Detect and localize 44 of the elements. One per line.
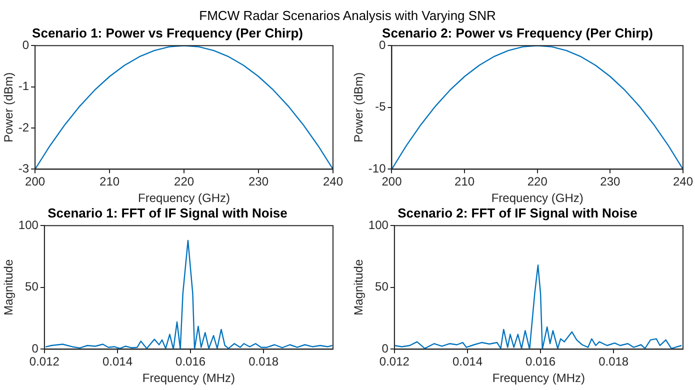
- x-axis-title: Frequency (GHz): [491, 191, 584, 206]
- y-tick-label: 50: [375, 280, 389, 294]
- x-tick-label: 230: [248, 174, 269, 189]
- y-axis-title: Power (dBm): [2, 72, 16, 142]
- x-tick-label: 0.016: [176, 354, 206, 369]
- y-tick-label: -1: [18, 79, 30, 94]
- y-tick-label: -2: [18, 120, 30, 134]
- x-tick-label: 220: [527, 174, 548, 189]
- x-axis-title: Frequency (GHz): [138, 191, 230, 206]
- x-tick-label: 0.014: [452, 354, 483, 369]
- y-tick-label: -10: [368, 162, 386, 176]
- x-tick-label: 230: [600, 174, 621, 189]
- x-tick-label: 210: [454, 174, 475, 189]
- x-tick-label: 200: [25, 174, 46, 189]
- x-tick-label: 220: [174, 174, 194, 189]
- x-tick-label: 210: [100, 174, 120, 189]
- y-tick-label: 100: [368, 218, 389, 232]
- x-tick-label: 200: [382, 174, 402, 189]
- y-axis-title: Magnitude: [2, 259, 16, 316]
- y-axis-title: Power (dBm): [352, 72, 366, 142]
- y-tick-label: 100: [18, 218, 39, 232]
- chart-title: Scenario 1: FFT of IF Signal with Noise: [48, 205, 288, 220]
- y-tick-label: 0: [379, 38, 386, 52]
- chart-title: Scenario 1: Power vs Frequency (Per Chirp): [32, 25, 303, 40]
- y-tick-label: -3: [18, 162, 30, 176]
- x-tick-label: 0.012: [29, 354, 60, 369]
- x-tick-label: 0.012: [379, 354, 410, 369]
- x-tick-label: 240: [322, 174, 344, 189]
- text: FMCW Radar Scenarios Analysis with Varying SNR: [199, 8, 496, 23]
- x-axis-title: Frequency (MHz): [492, 371, 586, 386]
- x-tick-label: 0.018: [248, 354, 279, 369]
- y-tick-label: 0: [22, 38, 30, 52]
- chart-title: Scenario 2: FFT of IF Signal with Noise: [398, 205, 638, 220]
- x-axis-title: Frequency (MHz): [142, 371, 236, 386]
- y-tick-label: 0: [382, 342, 389, 356]
- x-tick-label: 0.018: [598, 354, 629, 369]
- chart-title: Scenario 2: Power vs Frequency (Per Chirp): [382, 25, 653, 40]
- y-axis-title: Magnitude: [352, 259, 366, 316]
- y-tick-label: -5: [375, 100, 386, 114]
- x-tick-label: 0.016: [526, 354, 556, 369]
- y-tick-label: 0: [32, 342, 39, 356]
- x-tick-label: 240: [672, 174, 694, 189]
- y-tick-label: 50: [25, 280, 39, 294]
- x-tick-label: 0.014: [102, 354, 133, 369]
